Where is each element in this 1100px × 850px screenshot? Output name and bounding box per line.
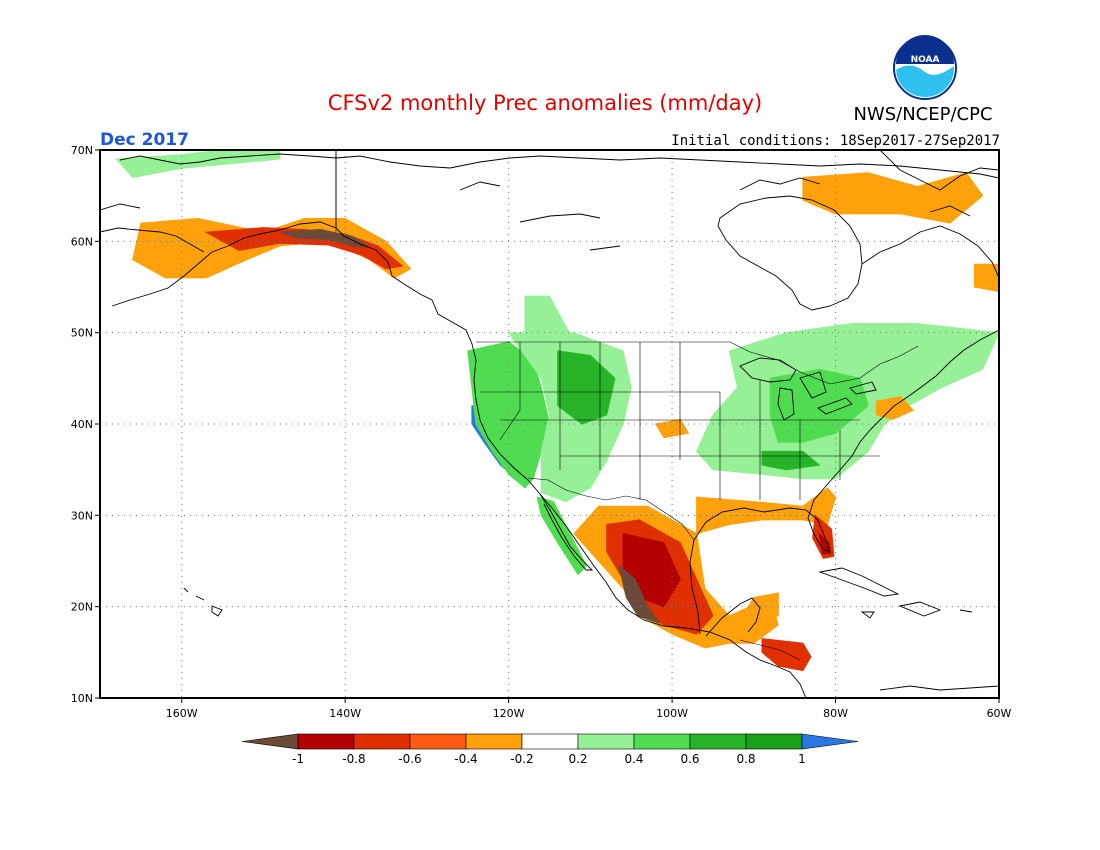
anomaly-region-northeast-orange xyxy=(875,396,915,420)
lat-tick-label: 70N xyxy=(71,144,93,157)
anomaly-region-central-america-red xyxy=(761,638,812,672)
figure-title: CFSv2 monthly Prec anomalies (mm/day) xyxy=(328,91,762,115)
colorbar-swatch xyxy=(297,733,355,750)
month-label: Dec 2017 xyxy=(100,130,189,150)
initial-conditions: Initial conditions: 18Sep2017-27Sep2017 xyxy=(671,133,1000,149)
political-borders xyxy=(335,150,919,661)
colorbar-tick-label: -0.6 xyxy=(398,752,421,766)
anomaly-region-alaska-brown xyxy=(279,228,370,249)
anomaly-region-mexico-brown xyxy=(618,564,662,625)
anomaly-region-canada-arctic-orange xyxy=(802,172,984,224)
latitude-axis: 70N 60N 50N 40N 30N 20N 10N xyxy=(71,144,100,705)
colorbar-tick-label: 0.6 xyxy=(680,752,699,766)
lat-tick-label: 30N xyxy=(71,509,93,522)
colorbar: -1 -0.8 -0.6 -0.4 -0.2 0.2 0.4 0.6 0.8 1 xyxy=(241,733,859,766)
coastlines xyxy=(100,150,999,698)
lat-tick-label: 20N xyxy=(71,601,93,614)
lon-tick-label: 80W xyxy=(823,707,848,720)
lat-tick-label: 50N xyxy=(71,327,93,340)
anomaly-field xyxy=(115,150,999,672)
lon-tick-label: 140W xyxy=(329,707,361,720)
colorbar-swatch xyxy=(633,733,691,750)
lat-lon-grid xyxy=(100,150,999,698)
colorbar-tick-label: -0.4 xyxy=(454,752,477,766)
anomaly-region-newfoundland-orange xyxy=(974,263,999,293)
longitude-axis: 160W 140W 120W 100W 80W 60W xyxy=(166,698,1012,720)
anomaly-region-southeast-orange xyxy=(696,487,837,535)
anomaly-region-kansas-orange xyxy=(654,418,690,439)
colorbar-swatch xyxy=(409,733,467,750)
colorbar-swatch xyxy=(689,733,747,750)
lon-tick-label: 160W xyxy=(166,707,198,720)
lon-tick-label: 120W xyxy=(493,707,525,720)
colorbar-tick-label: -1 xyxy=(292,752,304,766)
colorbar-swatch xyxy=(745,733,803,750)
anomaly-region-rockies-green xyxy=(557,350,616,425)
colorbar-arrow-high xyxy=(801,733,859,750)
colorbar-tick-label: 0.2 xyxy=(568,752,587,766)
colorbar-swatch xyxy=(577,733,635,750)
agency-label: NWS/NCEP/CPC xyxy=(853,104,992,125)
lon-tick-label: 60W xyxy=(987,707,1012,720)
colorbar-arrow-low xyxy=(241,733,299,750)
colorbar-swatch xyxy=(465,733,523,750)
colorbar-tick-label: 1 xyxy=(798,752,806,766)
colorbar-tick-label: -0.8 xyxy=(342,752,365,766)
logo-text: NOAA xyxy=(911,55,940,65)
colorbar-tick-label: 0.4 xyxy=(624,752,643,766)
noaa-logo: NOAA xyxy=(893,35,957,100)
colorbar-swatch xyxy=(521,733,579,750)
lat-tick-label: 60N xyxy=(71,235,93,248)
lat-tick-label: 40N xyxy=(71,418,93,431)
anomaly-region-north-alaska-light xyxy=(115,150,281,178)
colorbar-tick-label: -0.2 xyxy=(510,752,533,766)
lon-tick-label: 100W xyxy=(656,707,688,720)
anomaly-region-central-canada-light xyxy=(524,295,575,343)
colorbar-swatch xyxy=(353,733,411,750)
lat-tick-label: 10N xyxy=(71,692,93,705)
colorbar-tick-label: 0.8 xyxy=(736,752,755,766)
